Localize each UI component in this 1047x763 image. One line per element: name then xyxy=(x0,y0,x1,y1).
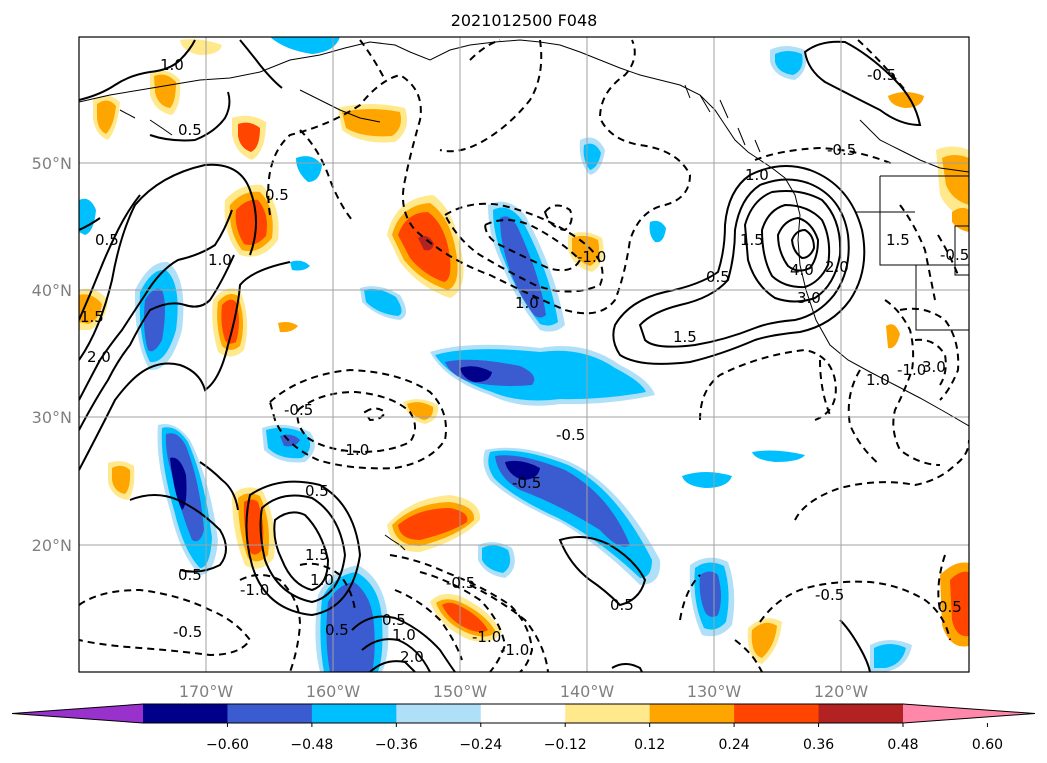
lon-label: 150°W xyxy=(433,682,488,701)
contour-label: 0.5 xyxy=(610,596,634,614)
colorbar-bin xyxy=(227,704,313,723)
contour-label: -0.5 xyxy=(284,401,313,419)
contour-label: -0.5 xyxy=(173,623,202,641)
contour-label: 0.5 xyxy=(178,121,202,139)
lon-label: 120°W xyxy=(814,682,869,701)
contour-label: -0.5 xyxy=(446,574,475,592)
contour-label: 4.0 xyxy=(790,261,814,279)
contour-label: 3.0 xyxy=(797,289,821,307)
latitude-labels: 50°N 40°N 30°N 20°N xyxy=(32,154,72,555)
map-frame xyxy=(78,36,970,673)
contour-label: 0.5 xyxy=(305,482,329,500)
contour-label: 1.0 xyxy=(745,166,769,184)
lon-label: 140°W xyxy=(560,682,615,701)
shading-layer xyxy=(79,37,969,672)
contour-label: 0.5 xyxy=(382,611,406,629)
lon-label: 160°W xyxy=(306,682,361,701)
lon-label: 170°W xyxy=(179,682,234,701)
figure-title: 2021012500 F048 xyxy=(451,11,598,30)
negative-anomaly-area xyxy=(79,37,912,672)
colorbar-outline xyxy=(11,703,1036,724)
contour-label: 1.0 xyxy=(515,294,539,312)
contour-label: -0.5 xyxy=(940,246,969,264)
contour-label: 0.5 xyxy=(706,268,730,286)
colorbar-tick-label: 0.36 xyxy=(803,737,834,753)
contour-label: -0.5 xyxy=(827,141,856,159)
colorbar-tick-label: 0.60 xyxy=(972,737,1003,753)
positive-contours xyxy=(79,39,922,672)
colorbar-bin xyxy=(649,704,735,723)
colorbar-tick-label: 0.24 xyxy=(719,737,750,753)
contour-label: 0.5 xyxy=(95,231,119,249)
contour-label: 2.0 xyxy=(400,648,424,666)
colorbar-tick-label: −0.48 xyxy=(290,737,333,753)
colorbar-extend-high xyxy=(903,704,1035,723)
colorbar-tick-label: −0.60 xyxy=(206,737,249,753)
contour-label: 1.5 xyxy=(886,231,910,249)
contour-label: -0.5 xyxy=(867,66,896,84)
colorbar-bin xyxy=(396,704,482,723)
colorbar-tick-label: −0.12 xyxy=(544,737,587,753)
lon-label: 130°W xyxy=(687,682,742,701)
contour-label: 0.5 xyxy=(325,621,349,639)
longitude-labels: 170°W 160°W 150°W 140°W 130°W 120°W xyxy=(179,682,869,701)
colorbar-bin xyxy=(734,704,820,723)
contour-label: 1.0 xyxy=(392,626,416,644)
contour-label: -1.0 xyxy=(897,361,926,379)
colorbar-tick-label: −0.36 xyxy=(375,737,418,753)
contour-labels: 0.5 0.5 1.0 0.5 1.5 2.0 1.0 -0.5 -0.5 1.… xyxy=(80,56,969,666)
contour-label: 1.0 xyxy=(866,371,890,389)
contour-label: 1.5 xyxy=(305,546,329,564)
lat-label: 40°N xyxy=(32,281,72,300)
negative-contours xyxy=(79,39,969,672)
contour-label: -0.5 xyxy=(815,586,844,604)
colorbar-bin xyxy=(565,704,651,723)
contour-label: 0.5 xyxy=(265,186,289,204)
contour-label: 1.5 xyxy=(740,231,764,249)
colorbar-bin xyxy=(818,704,904,723)
contour-label: -0.5 xyxy=(512,474,541,492)
contour-label: -1.0 xyxy=(472,628,501,646)
contour-label: -1.0 xyxy=(240,581,269,599)
contour-label: -1.0 xyxy=(500,641,529,659)
colorbar-tick-label: −0.24 xyxy=(459,737,502,753)
contour-label: 3.0 xyxy=(922,358,946,376)
colorbar-tick-label: 0.48 xyxy=(887,737,918,753)
contour-label: 1.5 xyxy=(80,308,104,326)
contour-label: -1.0 xyxy=(340,441,369,459)
colorbar-bin xyxy=(311,704,397,723)
graticule xyxy=(79,37,969,672)
colorbar-extend-low xyxy=(12,704,143,723)
colorbar-tick-label: 0.12 xyxy=(634,737,665,753)
contour-label: 0.5 xyxy=(178,566,202,584)
contour-label: 1.5 xyxy=(673,328,697,346)
map-content: 0.5 0.5 1.0 0.5 1.5 2.0 1.0 -0.5 -0.5 1.… xyxy=(79,37,969,672)
lat-label: 20°N xyxy=(32,536,72,555)
contour-label: 1.0 xyxy=(310,571,334,589)
contour-label: -1.0 xyxy=(577,248,606,266)
colorbar: −0.60 −0.48 −0.36 −0.24 −0.12 0.12 0.24 0.36 0.4… xyxy=(11,703,1036,753)
contour-label: 1.0 xyxy=(160,56,184,74)
colorbar-bin xyxy=(480,704,566,723)
contour-label: 2.0 xyxy=(87,348,111,366)
contour-label: 2.0 xyxy=(825,258,849,276)
contour-label: 1.0 xyxy=(208,251,232,269)
contour-label: -0.5 xyxy=(556,426,585,444)
lat-label: 50°N xyxy=(32,154,72,173)
lat-label: 30°N xyxy=(32,408,72,427)
contour-label: 0.5 xyxy=(938,598,962,616)
positive-anomaly-area xyxy=(79,39,969,664)
colorbar-bin xyxy=(143,704,228,723)
